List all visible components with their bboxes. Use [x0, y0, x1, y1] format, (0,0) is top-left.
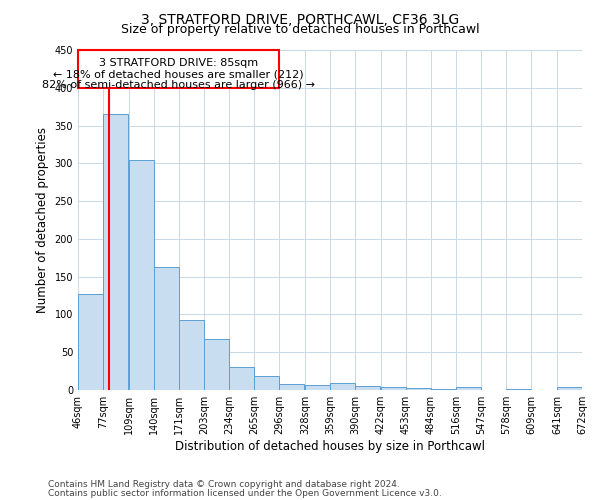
X-axis label: Distribution of detached houses by size in Porthcawl: Distribution of detached houses by size … — [175, 440, 485, 453]
Text: 3 STRATFORD DRIVE: 85sqm: 3 STRATFORD DRIVE: 85sqm — [99, 58, 258, 68]
Text: Size of property relative to detached houses in Porthcawl: Size of property relative to detached ho… — [121, 22, 479, 36]
Y-axis label: Number of detached properties: Number of detached properties — [36, 127, 49, 313]
Bar — [78, 294, 103, 390]
Text: 3, STRATFORD DRIVE, PORTHCAWL, CF36 3LG: 3, STRATFORD DRIVE, PORTHCAWL, CF36 3LG — [141, 12, 459, 26]
Bar — [381, 387, 406, 390]
Bar — [129, 160, 154, 390]
Bar — [254, 376, 279, 390]
Text: 82% of semi-detached houses are larger (966) →: 82% of semi-detached houses are larger (… — [42, 80, 315, 90]
Bar — [457, 387, 481, 390]
Bar — [431, 389, 455, 390]
Bar — [78, 50, 279, 88]
Bar — [506, 389, 531, 390]
Bar — [305, 384, 330, 390]
Bar — [330, 383, 355, 390]
Text: Contains HM Land Registry data © Crown copyright and database right 2024.: Contains HM Land Registry data © Crown c… — [48, 480, 400, 489]
Bar — [279, 384, 304, 390]
Text: Contains public sector information licensed under the Open Government Licence v3: Contains public sector information licen… — [48, 488, 442, 498]
Bar — [406, 388, 431, 390]
Bar — [355, 386, 380, 390]
Bar — [229, 368, 254, 390]
Bar — [205, 340, 229, 390]
Bar — [103, 114, 128, 390]
Bar — [179, 320, 203, 390]
Bar — [557, 387, 582, 390]
Text: ← 18% of detached houses are smaller (212): ← 18% of detached houses are smaller (21… — [53, 70, 304, 80]
Bar — [154, 267, 179, 390]
